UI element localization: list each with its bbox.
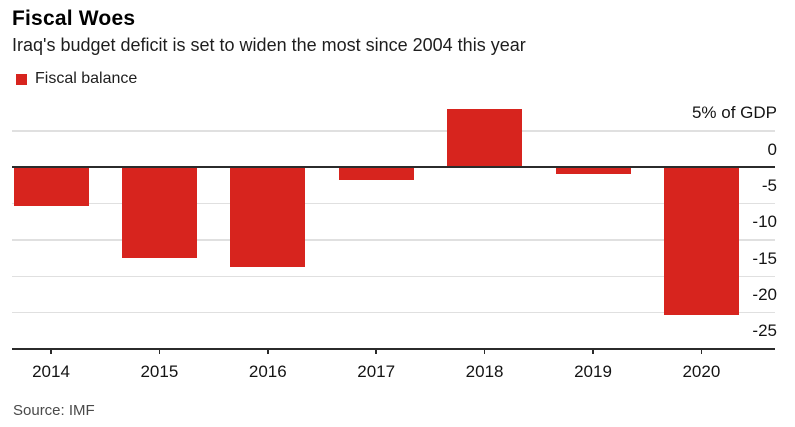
bar bbox=[230, 167, 306, 267]
y-axis-label: 0 bbox=[767, 139, 777, 159]
x-axis-tick bbox=[267, 348, 269, 355]
gridline bbox=[12, 239, 775, 241]
x-axis-label: 2014 bbox=[32, 362, 70, 381]
y-axis-label: -25 bbox=[752, 321, 777, 341]
y-axis-label: -20 bbox=[752, 285, 777, 305]
bar bbox=[121, 167, 197, 259]
x-axis-tick bbox=[158, 348, 161, 355]
x-axis-label: 2016 bbox=[248, 362, 287, 381]
x-axis-tick bbox=[700, 348, 703, 355]
x-axis-label: 2017 bbox=[357, 362, 396, 381]
zero-line bbox=[12, 166, 775, 169]
x-axis-label: 2018 bbox=[465, 362, 504, 381]
source-note: Source: IMF bbox=[13, 402, 95, 419]
gridline bbox=[12, 130, 775, 132]
legend-label: Fiscal balance bbox=[35, 70, 138, 87]
x-axis-label: 2020 bbox=[682, 362, 721, 381]
gridline bbox=[12, 275, 775, 278]
bar bbox=[555, 167, 631, 174]
y-axis-label: -10 bbox=[752, 212, 777, 232]
x-axis-tick bbox=[50, 348, 52, 355]
x-axis-label: 2015 bbox=[140, 362, 179, 381]
bar bbox=[447, 109, 523, 168]
page-title: Fiscal Woes bbox=[12, 7, 136, 30]
x-axis-tick bbox=[483, 348, 486, 355]
x-axis-line bbox=[12, 348, 775, 350]
legend: Fiscal balance bbox=[16, 70, 137, 88]
y-axis-label: 5% of GDP bbox=[691, 103, 777, 123]
chart-subtitle: Iraq's budget deficit is set to widen th… bbox=[12, 35, 526, 55]
x-axis-tick bbox=[592, 348, 594, 355]
bar bbox=[13, 167, 89, 206]
y-axis-label: -15 bbox=[752, 248, 777, 268]
gridline bbox=[12, 202, 775, 205]
x-axis-tick bbox=[375, 348, 377, 355]
bar bbox=[663, 167, 739, 315]
y-axis-label: -5 bbox=[761, 176, 777, 196]
gridline bbox=[12, 311, 775, 314]
legend-swatch-icon bbox=[16, 73, 27, 85]
x-axis-label: 2019 bbox=[574, 362, 612, 381]
bar bbox=[338, 167, 414, 180]
